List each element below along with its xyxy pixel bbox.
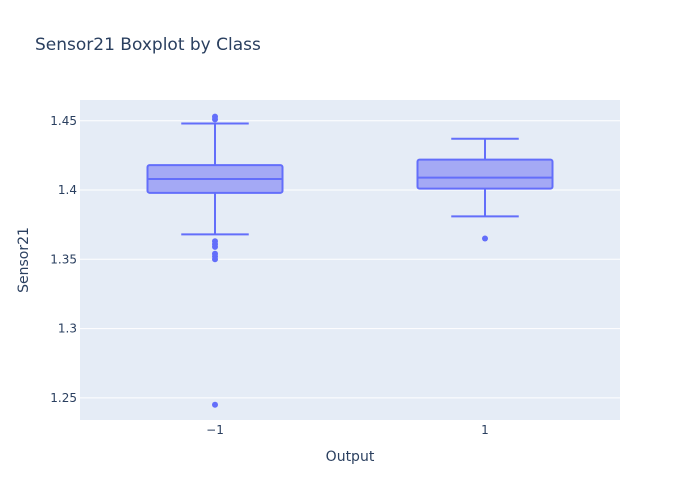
outlier-point <box>212 256 218 263</box>
box-series <box>146 113 554 408</box>
box-group <box>416 137 554 242</box>
y-axis-title: Sensor21 <box>16 227 32 293</box>
y-tick-label: 1.4 <box>58 183 77 197</box>
y-axis-ticks: 1.25 1.3 1.35 1.4 1.45 <box>50 114 77 405</box>
outlier-point <box>212 401 218 408</box>
box-iqr <box>416 158 554 190</box>
outlier-point <box>212 243 218 250</box>
y-tick-label: 1.35 <box>50 252 77 266</box>
box-group <box>146 113 284 408</box>
y-tick-label: 1.25 <box>50 391 77 405</box>
x-axis-ticks: −1 1 <box>206 423 489 437</box>
y-tick-label: 1.45 <box>50 114 77 128</box>
plot-area <box>80 100 620 420</box>
chart-title: Sensor21 Boxplot by Class <box>35 35 261 55</box>
y-tick-label: 1.3 <box>58 322 77 336</box>
x-tick-label: 1 <box>481 423 489 437</box>
x-tick-label: −1 <box>206 423 224 437</box>
x-axis-title: Output <box>326 449 375 465</box>
outlier-point <box>212 116 218 123</box>
outlier-point <box>482 235 488 242</box>
